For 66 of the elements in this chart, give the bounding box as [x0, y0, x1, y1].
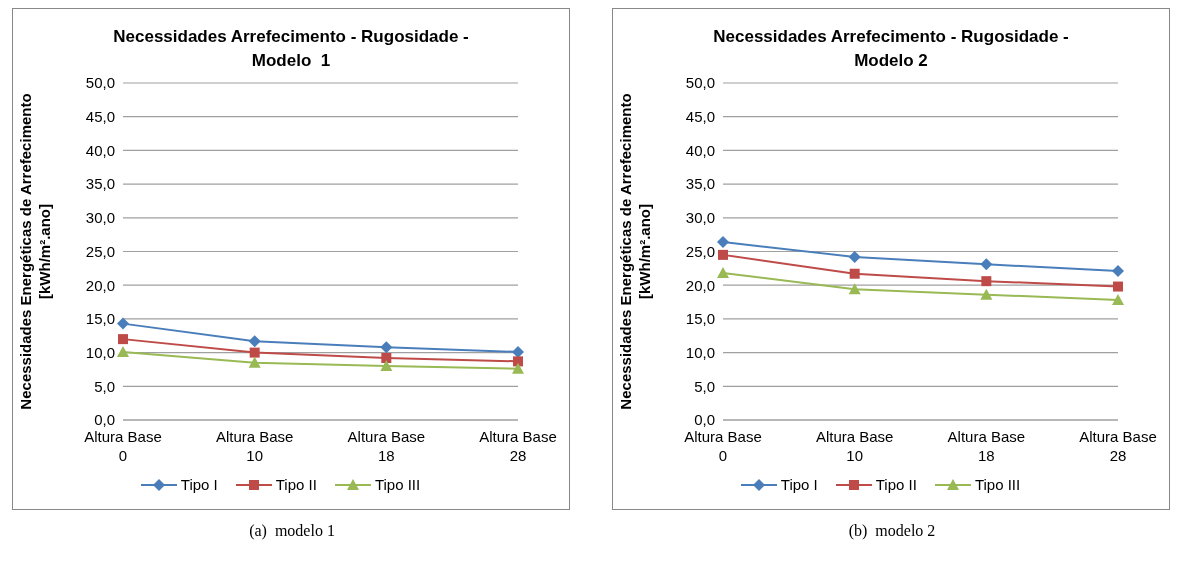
x-tick-label: Altura Base 0 [84, 428, 162, 464]
point [513, 356, 523, 367]
y-tick-label: 15,0 [685, 310, 715, 328]
y-tick-label: 50,0 [85, 74, 115, 92]
point [1112, 265, 1124, 278]
x-tick-label: Altura Base 18 [347, 428, 426, 464]
point [1113, 281, 1123, 292]
point [381, 352, 392, 363]
legend-label: Tipo III [374, 476, 421, 493]
y-tick-label: 50,0 [685, 74, 715, 92]
y-tick-label: 5,0 [694, 377, 715, 395]
legend-label: Tipo II [275, 476, 317, 493]
y-tick-label: 10,0 [85, 343, 115, 361]
y-tick-label: 5,0 [94, 377, 115, 395]
x-tick-label: Altura Base 0 [684, 428, 762, 464]
point [118, 334, 128, 345]
y-tick-label: 40,0 [85, 141, 115, 159]
y-tick-label: 30,0 [85, 209, 115, 227]
y-tick-label: 25,0 [85, 242, 115, 260]
y-tick-label: 40,0 [685, 141, 715, 159]
point [1112, 294, 1124, 306]
chart-title: Necessidades Arrefecimento - Rugosidade - Modelo 2 [712, 26, 1070, 72]
y-tick-label: 35,0 [85, 175, 115, 193]
y-tick-label: 20,0 [85, 276, 115, 294]
point [980, 258, 993, 271]
point [848, 283, 861, 295]
point [981, 276, 992, 287]
legend-label: Tipo I [780, 476, 818, 493]
y-tick-label: 10,0 [685, 343, 715, 361]
point [248, 356, 261, 368]
x-tick-label: Altura Base 10 [815, 428, 894, 464]
y-tick-label: 35,0 [685, 175, 715, 193]
chart-title: Necessidades Arrefecimento - Rugosidade - Modelo 1 [112, 26, 470, 72]
point [718, 249, 728, 260]
y-tick-label: 0,0 [94, 411, 115, 429]
x-tick-label: Altura Base 28 [1079, 428, 1157, 464]
text: (a) modelo 1 [248, 522, 336, 540]
point [380, 341, 393, 354]
point [512, 362, 524, 374]
point [117, 317, 129, 330]
y-tick-label: 45,0 [85, 108, 115, 126]
legend-label: Tipo II [875, 476, 917, 493]
point [249, 347, 260, 358]
legend-label: Tipo III [974, 476, 1021, 493]
text: (b) modelo 2 [847, 522, 937, 540]
point [380, 360, 393, 372]
point [848, 250, 861, 263]
y-tick-label: 45,0 [685, 108, 715, 126]
y-tick-label: 25,0 [685, 242, 715, 260]
y-axis-title: Necessidades Energéticas de Arrefecimento [kWh/m².ano] [17, 93, 53, 410]
legend-label: Tipo I [180, 476, 218, 493]
x-tick-label: Altura Base 28 [479, 428, 557, 464]
y-tick-label: 0,0 [694, 411, 715, 429]
y-tick-label: 20,0 [685, 276, 715, 294]
point [512, 345, 524, 358]
point [117, 345, 129, 357]
x-tick-label: Altura Base 10 [215, 428, 294, 464]
point [849, 268, 860, 279]
y-tick-label: 30,0 [685, 209, 715, 227]
point [248, 335, 261, 348]
y-axis-title: Necessidades Energéticas de Arrefecimento [kWh/m².ano] [617, 93, 653, 410]
point [717, 267, 729, 279]
x-tick-label: Altura Base 18 [947, 428, 1026, 464]
point [980, 288, 993, 300]
y-tick-label: 15,0 [85, 310, 115, 328]
point [717, 236, 729, 249]
